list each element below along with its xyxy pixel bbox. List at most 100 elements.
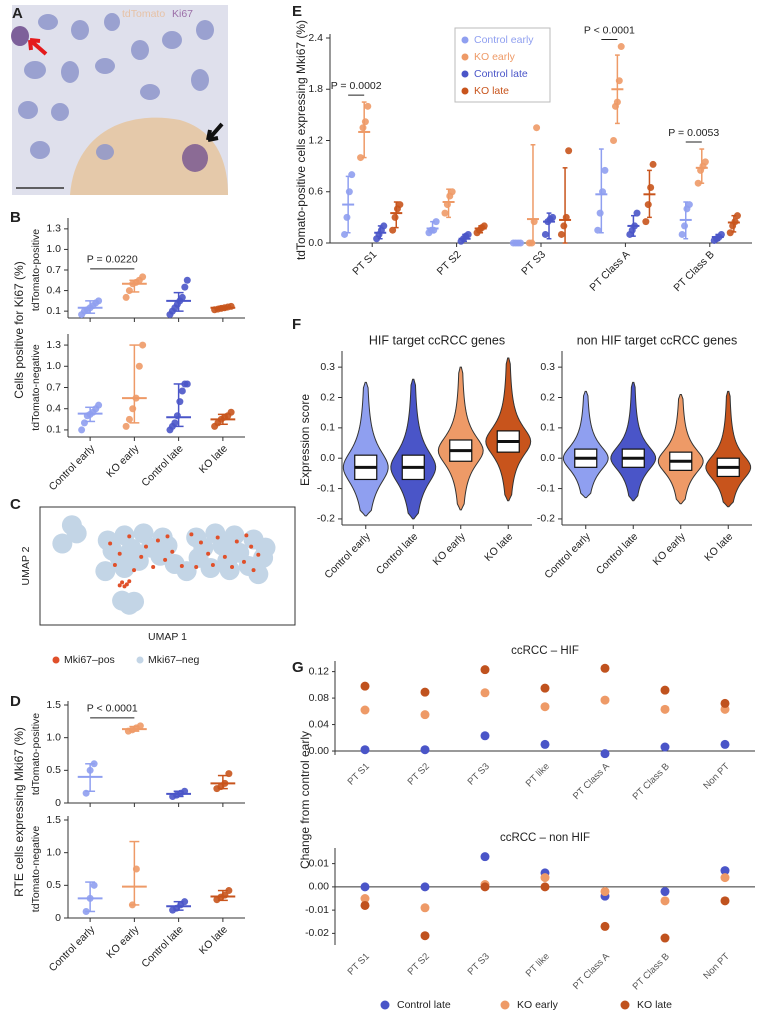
legend-label: Mki67–pos [64, 654, 115, 666]
data-point [600, 887, 610, 897]
cell-point [108, 541, 113, 546]
cell-point [206, 551, 211, 556]
x-tick-label: PT S3 [466, 761, 492, 787]
data-point [122, 422, 130, 430]
data-point [701, 158, 709, 166]
data-point [517, 239, 525, 247]
x-tick-label: Control early [322, 530, 373, 581]
data-point [178, 387, 186, 395]
x-tick-label: PT Class A [587, 249, 632, 294]
data-point [420, 687, 430, 697]
data-point [660, 704, 670, 714]
data-point [86, 894, 94, 902]
data-point [125, 415, 133, 423]
data-point [464, 230, 472, 238]
legend-box [454, 27, 551, 103]
cell-point [210, 562, 215, 567]
data-point [443, 201, 451, 209]
data-point [181, 283, 189, 291]
data-point [660, 896, 670, 906]
data-point [82, 907, 90, 915]
data-point [610, 137, 618, 144]
data-point [221, 891, 229, 899]
data-point [660, 887, 670, 897]
data-point [617, 43, 625, 51]
legend-label: KO early [474, 51, 516, 63]
p-value: P = 0.0053 [668, 127, 719, 139]
data-point [221, 779, 229, 787]
y-axis-label: Expression score [298, 394, 312, 486]
y-tick-label: 0.00 [309, 745, 330, 757]
data-point [660, 685, 670, 695]
chart-title: ccRCC – HIF [511, 645, 579, 657]
data-point [389, 226, 397, 234]
x-tick-label: KO late [197, 923, 230, 956]
data-point [480, 882, 490, 892]
cell-point [155, 538, 160, 543]
x-tick-label: Non PT [701, 951, 732, 982]
x-tick-label: Control early [47, 442, 98, 493]
data-point [360, 745, 370, 755]
x-tick-label: Control late [594, 530, 641, 577]
cell-point [117, 583, 122, 588]
cell-point [112, 562, 117, 567]
data-point [78, 426, 86, 434]
data-point [132, 865, 140, 873]
y-tick-label: 0.0 [320, 452, 335, 464]
x-tick-label: KO early [430, 530, 468, 568]
y-tick-label: 1.8 [308, 83, 323, 95]
cell-point [114, 558, 135, 579]
cell-point [165, 534, 170, 539]
data-point [357, 154, 365, 162]
y-tick-label: 0.1 [46, 424, 61, 436]
x-tick-label: KO late [702, 530, 735, 563]
x-tick-label: PT Class B [631, 761, 672, 802]
panel-label: D [10, 693, 21, 710]
subplot-title: tdTomato-negative [30, 826, 42, 913]
data-point [480, 731, 490, 741]
data-point [540, 873, 550, 883]
legend-label: Control early [474, 34, 534, 46]
data-point [480, 852, 490, 862]
x-tick-label: KO early [104, 923, 142, 961]
legend-marker [500, 1000, 510, 1010]
y-tick-label: 0.2 [320, 391, 335, 403]
legend-label: Control late [474, 68, 528, 80]
data-point [360, 894, 370, 903]
x-tick-label: PT S2 [435, 248, 464, 277]
legend-marker [620, 1000, 630, 1010]
data-point [420, 882, 430, 892]
data-point [95, 297, 103, 305]
violin [562, 390, 609, 499]
cell-point [230, 565, 235, 570]
panel-label: E [292, 3, 302, 20]
data-point [631, 222, 639, 230]
data-point [341, 230, 349, 238]
chart-title: ccRCC – non HIF [500, 832, 590, 844]
data-point [139, 273, 147, 281]
x-tick-label: PT Class B [671, 249, 716, 294]
cell-point [139, 554, 144, 559]
data-point [541, 230, 549, 238]
x-tick-label: PT Class A [571, 761, 612, 802]
p-value: P = 0.0002 [331, 80, 382, 92]
cell-point [143, 544, 148, 549]
data-point [139, 341, 147, 349]
data-point [678, 230, 686, 238]
y-tick-label: 0.04 [309, 718, 330, 730]
x-tick-label: PT S1 [346, 761, 372, 787]
y-tick-label: 1.3 [46, 339, 61, 351]
cell-point [163, 557, 168, 562]
subplot-title: tdTomato-positive [30, 229, 42, 311]
legend-label: KO late [474, 85, 509, 97]
y-tick-label: 0.5 [46, 764, 61, 776]
data-point [225, 770, 233, 778]
data-point [360, 882, 370, 892]
data-point [530, 218, 538, 226]
data-point [717, 230, 725, 238]
data-point [90, 881, 98, 889]
cell-point [248, 564, 269, 585]
data-point [181, 898, 189, 906]
y-tick-label: 0.1 [540, 422, 555, 434]
